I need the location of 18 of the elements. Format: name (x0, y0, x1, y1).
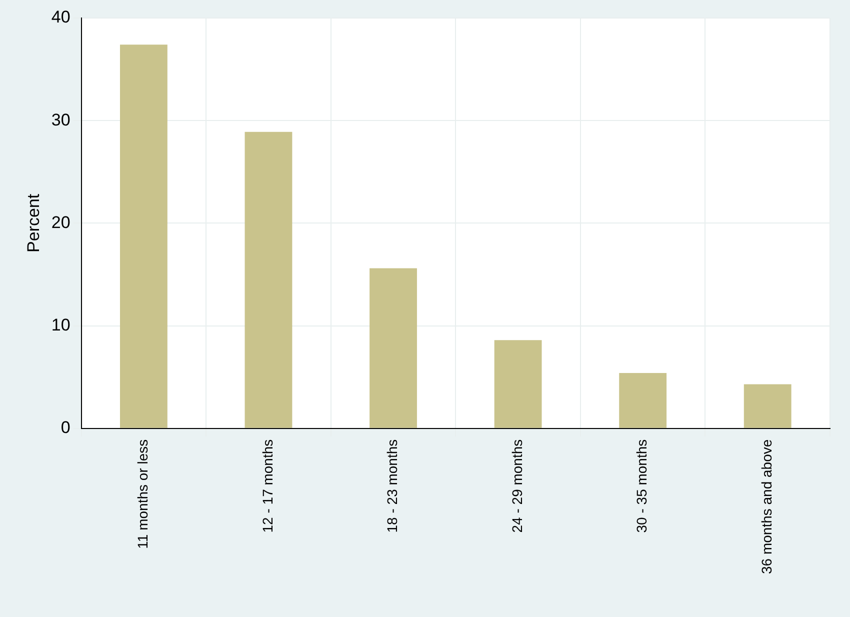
x-tick-label: 36 months and above (758, 439, 774, 574)
y-tick-label: 20 (51, 212, 70, 232)
y-tick-label: 0 (60, 418, 70, 438)
y-tick-label: 10 (51, 315, 70, 334)
bar (244, 132, 292, 428)
bar (370, 268, 417, 428)
y-tick-label: 30 (51, 110, 70, 130)
bar (744, 384, 792, 428)
x-tick-label: 18 - 23 months (384, 439, 400, 533)
bar (120, 44, 168, 428)
bar (619, 372, 667, 428)
x-tick-label: 11 months or less (134, 439, 151, 549)
x-tick-label: 12 - 17 months (259, 439, 276, 533)
bar (494, 340, 542, 428)
x-tick-label: 30 - 35 months (634, 439, 650, 533)
y-axis-title: Percent (24, 194, 43, 252)
x-tick-label: 24 - 29 months (508, 439, 525, 533)
y-tick-label: 40 (51, 8, 70, 27)
